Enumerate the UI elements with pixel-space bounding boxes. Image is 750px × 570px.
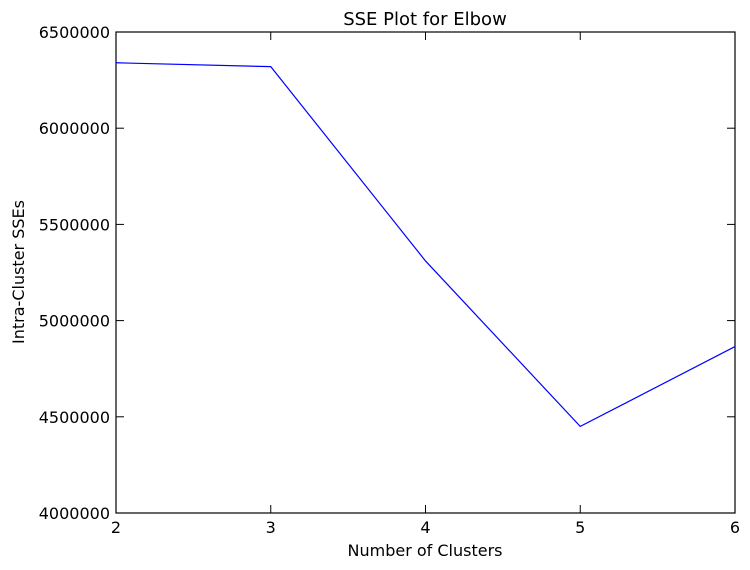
y-tick-label: 6500000: [39, 23, 110, 42]
x-tick-label: 4: [420, 518, 430, 537]
y-tick-label: 6000000: [39, 119, 110, 138]
x-tick-label: 6: [730, 518, 740, 537]
y-axis-label: Intra-Cluster SSEs: [9, 200, 28, 344]
plot-frame: [115, 31, 736, 514]
series-line: [115, 62, 736, 428]
y-tick-label: 5500000: [39, 215, 110, 234]
x-axis-ticks: 2 3 4 5 6: [111, 32, 740, 537]
series-layer: [115, 62, 736, 428]
x-tick-label: 5: [575, 518, 585, 537]
y-tick-label: 4000000: [39, 504, 110, 523]
y-tick-label: 5000000: [39, 312, 110, 331]
x-axis-label: Number of Clusters: [348, 541, 503, 560]
y-axis-ticks: 4000000 4500000 5000000 5500000 6000000 65000…: [39, 23, 735, 523]
y-tick-label: 4500000: [39, 408, 110, 427]
x-tick-label: 3: [266, 518, 276, 537]
chart-title: SSE Plot for Elbow: [343, 9, 507, 30]
x-tick-label: 2: [111, 518, 121, 537]
